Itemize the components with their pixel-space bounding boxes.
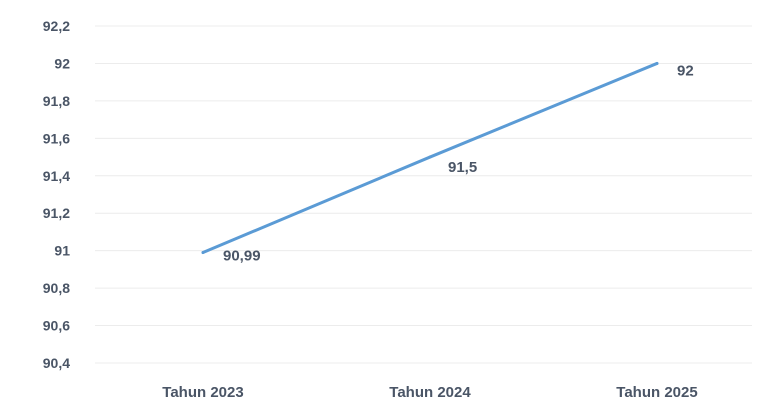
y-tick-label: 91,4 — [43, 168, 70, 184]
y-tick-label: 90,8 — [43, 280, 70, 296]
series-layer — [201, 61, 659, 255]
y-tick-label: 90,4 — [43, 355, 70, 371]
data-label: 90,99 — [223, 248, 261, 265]
data-point — [428, 155, 432, 159]
x-tick-label: Tahun 2024 — [389, 384, 471, 401]
data-labels: 90,99 91,5 92 — [223, 62, 694, 264]
data-point — [655, 61, 659, 65]
y-tick-label: 90,6 — [43, 318, 70, 334]
y-tick-label: 92 — [54, 55, 70, 71]
y-axis-ticks: 92,2 92 91,8 91,6 91,4 91,2 91 90,8 90,6 90,4 — [43, 18, 70, 371]
y-tick-label: 92,2 — [43, 18, 70, 34]
x-tick-label: Tahun 2025 — [616, 384, 697, 401]
y-tick-label: 91,6 — [43, 130, 70, 146]
data-point — [201, 251, 205, 255]
y-tick-label: 91 — [54, 243, 70, 259]
gridlines — [95, 25, 752, 364]
x-tick-label: Tahun 2023 — [162, 384, 243, 401]
data-label: 92 — [677, 62, 694, 79]
y-tick-label: 91,8 — [43, 93, 70, 109]
data-label: 91,5 — [448, 159, 477, 176]
x-axis-ticks: Tahun 2023 Tahun 2024 Tahun 2025 — [162, 384, 697, 401]
y-tick-label: 91,2 — [43, 205, 70, 221]
